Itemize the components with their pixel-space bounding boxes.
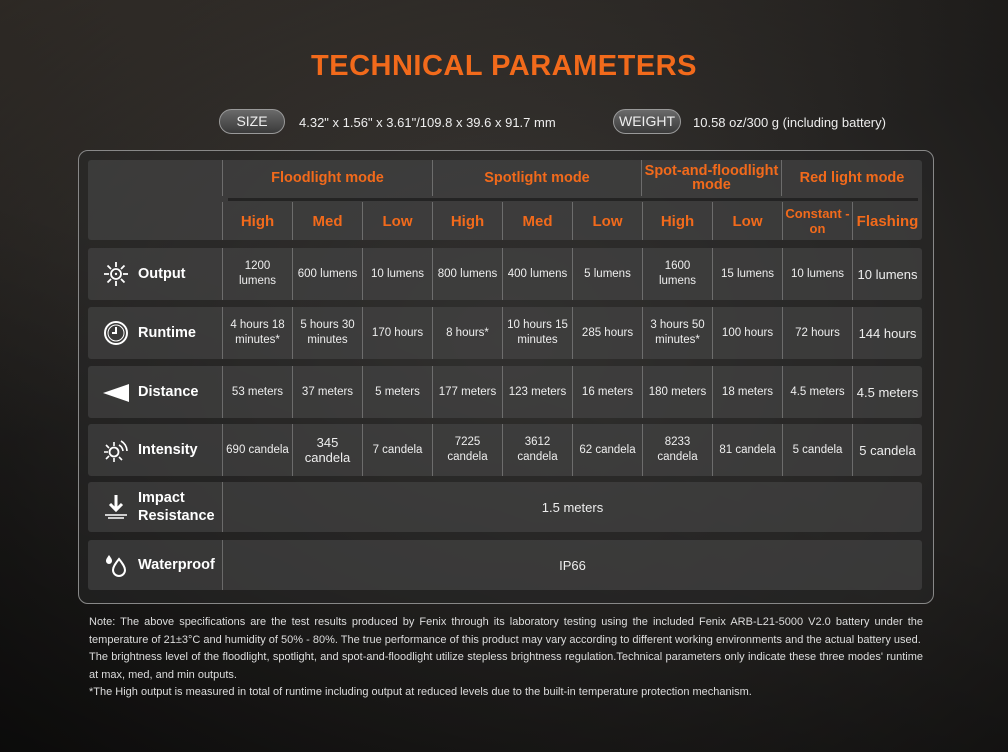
row-label: Distance: [138, 384, 199, 400]
header-row: Floodlight mode Spotlight mode Spot-and-…: [88, 160, 922, 240]
value-cell: 4 hours 18 minutes*: [222, 307, 292, 359]
value-cell: 285 hours: [572, 307, 642, 359]
impact-label: Impact Resistance: [138, 490, 215, 524]
level-header: Low: [712, 202, 782, 240]
row-label: Output: [138, 266, 186, 282]
value-cell: 37 meters: [292, 366, 362, 418]
level-header: Constant -on: [782, 202, 852, 240]
intensity-icon: [104, 440, 128, 462]
value-cell: 345 candela: [292, 424, 362, 476]
level-header: High: [642, 202, 712, 240]
row-label: Intensity: [138, 442, 198, 458]
value-cell: 16 meters: [572, 366, 642, 418]
value-cell: 53 meters: [222, 366, 292, 418]
page-title: TECHNICAL PARAMETERS: [311, 50, 697, 82]
group-red: Red light mode: [781, 160, 922, 196]
value-cell: 4.5 meters: [852, 366, 922, 418]
size-value: 4.32" x 1.56" x 3.61"/109.8 x 39.6 x 91.…: [299, 115, 556, 130]
value-cell: 10 lumens: [852, 248, 922, 300]
value-cell: 690 candela: [222, 424, 292, 476]
value-cell: 5 meters: [362, 366, 432, 418]
level-header: Low: [362, 202, 432, 240]
value-cell: 15 lumens: [712, 248, 782, 300]
row-intensity: Intensity 690 candela 345 candela 7 candela…: [88, 424, 922, 476]
note-1: Note: The above specifications are the t…: [89, 616, 923, 646]
size-badge: SIZE: [219, 109, 285, 134]
notes: Note: The above specifications are the t…: [89, 614, 923, 702]
value-cell: 10 lumens: [782, 248, 852, 300]
note-3: *The High output is measured in total of…: [89, 686, 752, 698]
value-cell: 5 lumens: [572, 248, 642, 300]
group-spot-flood: Spot-and-floodlight mode: [641, 160, 781, 196]
value-cell: 62 candela: [572, 424, 642, 476]
waterproof-row: Waterproof IP66: [88, 540, 922, 590]
level-header: High: [222, 202, 292, 240]
value-cell: 10 hours 15 minutes: [502, 307, 572, 359]
impact-value: 1.5 meters: [222, 482, 922, 532]
waterproof-label: Waterproof: [138, 557, 215, 573]
value-cell: 7 candela: [362, 424, 432, 476]
value-cell: 1600 lumens: [642, 248, 712, 300]
level-header: High: [432, 202, 502, 240]
value-cell: 144 hours: [852, 307, 922, 359]
value-cell: 3612 candela: [502, 424, 572, 476]
value-cell: 600 lumens: [292, 248, 362, 300]
group-floodlight: Floodlight mode: [222, 160, 432, 196]
value-cell: 177 meters: [432, 366, 502, 418]
note-2: The brightness level of the floodlight, …: [89, 651, 923, 681]
value-cell: 1200 lumens: [222, 248, 292, 300]
value-cell: 5 hours 30 minutes: [292, 307, 362, 359]
row-runtime: Runtime 4 hours 18 minutes* 5 hours 30 min…: [88, 307, 922, 359]
value-cell: 100 hours: [712, 307, 782, 359]
beam-icon: [103, 384, 129, 402]
value-cell: 180 meters: [642, 366, 712, 418]
value-cell: 81 candela: [712, 424, 782, 476]
value-cell: 5 candela: [782, 424, 852, 476]
value-cell: 5 candela: [852, 424, 922, 476]
value-cell: 18 meters: [712, 366, 782, 418]
water-drops-icon: [106, 555, 127, 577]
impact-icon: [105, 495, 127, 519]
value-cell: 170 hours: [362, 307, 432, 359]
impact-row: Impact Resistance 1.5 meters: [88, 482, 922, 532]
clock-icon: [104, 321, 128, 345]
weight-value: 10.58 oz/300 g (including battery): [693, 115, 886, 130]
value-cell: 72 hours: [782, 307, 852, 359]
row-distance: Distance 53 meters 37 meters 5 meters 177 me…: [88, 366, 922, 418]
level-header: Flashing: [852, 202, 922, 240]
waterproof-value: IP66: [222, 540, 922, 590]
level-header: Low: [572, 202, 642, 240]
weight-badge: WEIGHT: [613, 109, 681, 134]
value-cell: 3 hours 50 minutes*: [642, 307, 712, 359]
level-header: Med: [292, 202, 362, 240]
value-cell: 123 meters: [502, 366, 572, 418]
sun-icon: [104, 262, 128, 286]
value-cell: 800 lumens: [432, 248, 502, 300]
divider: [228, 198, 918, 201]
value-cell: 8233 candela: [642, 424, 712, 476]
row-output: Output 1200 lumens 600 lumens 10 lumens 800 …: [88, 248, 922, 300]
value-cell: 400 lumens: [502, 248, 572, 300]
level-header: Med: [502, 202, 572, 240]
group-spotlight: Spotlight mode: [432, 160, 641, 196]
row-label: Runtime: [138, 325, 196, 341]
value-cell: 8 hours*: [432, 307, 502, 359]
value-cell: 7225 candela: [432, 424, 502, 476]
value-cell: 4.5 meters: [782, 366, 852, 418]
value-cell: 10 lumens: [362, 248, 432, 300]
